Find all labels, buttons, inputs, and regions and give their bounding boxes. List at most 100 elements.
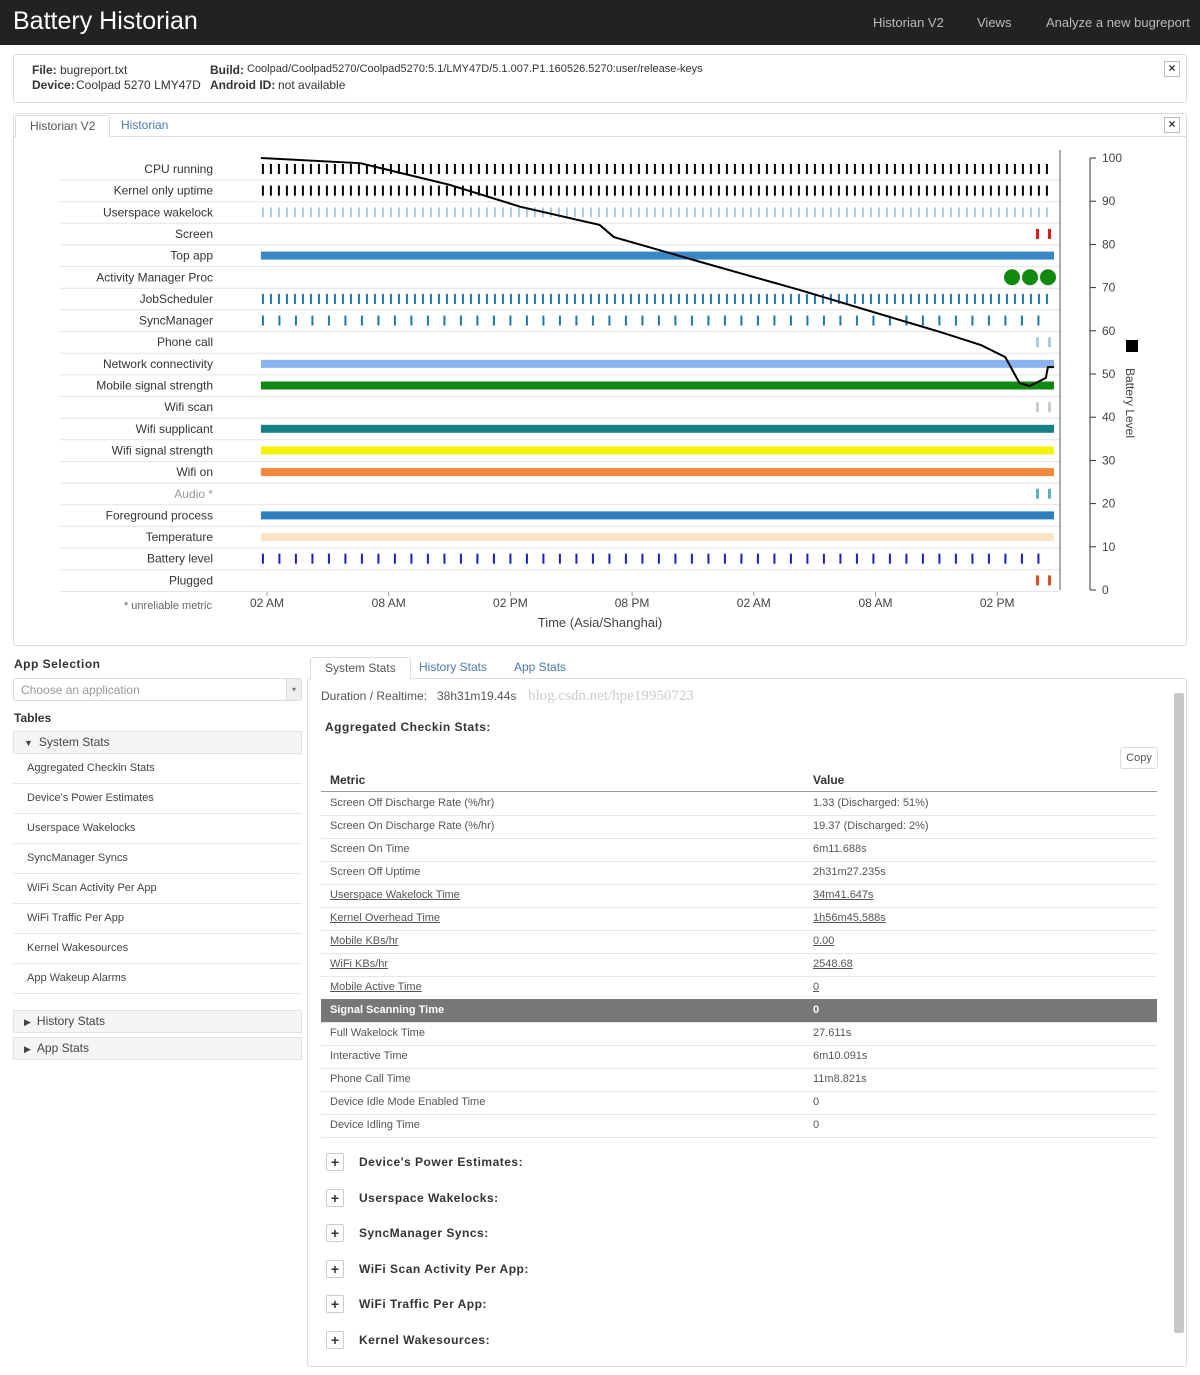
event-tick xyxy=(294,315,297,326)
event-tick xyxy=(773,293,776,304)
event-tick xyxy=(725,293,728,304)
event-tick xyxy=(605,164,608,174)
event-tick xyxy=(357,164,360,174)
event-tick xyxy=(861,185,864,196)
event-tick xyxy=(533,207,536,218)
event-tick xyxy=(822,315,825,326)
stats-tab[interactable]: App Stats xyxy=(514,660,567,674)
nav-link[interactable]: Analyze a new bugreport xyxy=(1046,15,1190,30)
event-tick xyxy=(733,164,736,174)
section-title: Tables xyxy=(14,711,52,725)
event-tick xyxy=(373,185,376,196)
expand-button[interactable]: + xyxy=(326,1259,344,1278)
close-button[interactable]: × xyxy=(1164,61,1180,77)
cell-metric[interactable]: WiFi KBs/hr xyxy=(330,958,389,970)
event-tick xyxy=(605,207,608,218)
event-tick xyxy=(573,207,576,218)
event-tick xyxy=(749,164,752,174)
nav-link[interactable]: Views xyxy=(977,15,1012,30)
table-link[interactable]: App Wakeup Alarms xyxy=(13,963,302,994)
stats-row: Userspace Wakelock Time 34m41.647s xyxy=(321,884,1157,908)
event-tick xyxy=(533,185,536,196)
event-tick xyxy=(973,164,976,174)
table-link[interactable]: Device's Power Estimates xyxy=(13,783,302,814)
event-tick xyxy=(781,164,784,174)
event-tick xyxy=(869,293,872,304)
cell-value[interactable]: 2548.68 xyxy=(813,958,853,970)
event-tick xyxy=(845,207,848,218)
event-tick xyxy=(344,315,347,326)
accordion-header[interactable]: ▶ App Stats xyxy=(13,1037,302,1060)
expand-button[interactable]: + xyxy=(326,1153,344,1171)
event-tick xyxy=(294,553,297,564)
accordion-title: History Stats xyxy=(36,1014,105,1028)
event-tick xyxy=(1021,164,1024,174)
expand-button[interactable]: + xyxy=(326,1224,344,1243)
event-tick xyxy=(413,185,416,196)
event-tick xyxy=(781,293,784,304)
event-tick xyxy=(1013,207,1016,218)
cell-value: 0 xyxy=(813,1004,820,1016)
cell-value[interactable]: 1h56m45.588s xyxy=(813,912,886,924)
expand-button[interactable]: + xyxy=(326,1188,344,1207)
event-tick xyxy=(725,207,728,218)
expand-button[interactable]: + xyxy=(326,1331,344,1349)
event-tick xyxy=(756,553,759,564)
cell-metric[interactable]: Userspace Wakelock Time xyxy=(330,889,460,901)
event-tick xyxy=(845,293,848,304)
event-tick xyxy=(661,164,664,174)
accordion-header[interactable]: ▶ History Stats xyxy=(13,1010,302,1033)
event-tick xyxy=(981,293,984,304)
event-tick xyxy=(821,164,824,174)
table-link[interactable]: SyncManager Syncs xyxy=(13,843,302,874)
expand-button[interactable]: + xyxy=(326,1295,344,1314)
table-link[interactable]: Userspace Wakelocks xyxy=(13,813,302,844)
event-tick xyxy=(949,164,952,174)
cell-value[interactable]: 0.00 xyxy=(813,935,835,947)
table-link[interactable]: Aggregated Checkin Stats xyxy=(13,753,302,784)
chart-tab[interactable]: Historian xyxy=(121,118,169,132)
nav-link[interactable]: Historian V2 xyxy=(873,15,944,30)
event-tick xyxy=(309,207,312,218)
cell-metric[interactable]: Mobile Active Time xyxy=(330,981,422,993)
select-placeholder: Choose an application xyxy=(21,683,140,697)
event-tick xyxy=(981,185,984,196)
event-tick xyxy=(709,185,712,196)
event-tick xyxy=(445,164,448,174)
copy-button[interactable]: Copy xyxy=(1120,747,1158,769)
event-tick xyxy=(509,164,512,174)
stats-row: Device Idling Time 0 xyxy=(321,1114,1157,1138)
table-link[interactable]: WiFi Scan Activity Per App xyxy=(13,873,302,904)
event-tick xyxy=(525,315,528,326)
table-link[interactable]: WiFi Traffic Per App xyxy=(13,903,302,934)
app-select[interactable]: ▾ xyxy=(13,678,302,701)
event-tick xyxy=(971,553,974,564)
close-button[interactable]: × xyxy=(1164,117,1180,133)
cell-value[interactable]: 34m41.647s xyxy=(813,889,874,901)
accordion-header[interactable]: ▼ System Stats xyxy=(13,731,302,754)
table-link[interactable]: Kernel Wakesources xyxy=(13,933,302,964)
event-tick xyxy=(869,164,872,174)
cell-metric: Screen Off Uptime xyxy=(330,866,421,878)
chart-tab[interactable]: Historian V2 xyxy=(15,115,111,138)
event-tick xyxy=(674,553,677,564)
event-tick xyxy=(925,164,928,174)
event-tick xyxy=(741,207,744,218)
row-label: CPU running xyxy=(144,162,213,176)
stats-tab[interactable]: System Stats xyxy=(310,657,411,680)
event-dot xyxy=(1022,269,1038,286)
event-tick xyxy=(261,553,264,564)
event-tick xyxy=(542,553,545,564)
cell-value[interactable]: 0 xyxy=(813,981,820,993)
cell-metric[interactable]: Mobile KBs/hr xyxy=(330,935,399,947)
event-tick xyxy=(717,207,720,218)
event-tick xyxy=(733,207,736,218)
stats-tab[interactable]: History Stats xyxy=(419,660,488,674)
event-tick xyxy=(839,315,842,326)
event-tick xyxy=(325,293,328,304)
event-tick xyxy=(813,293,816,304)
event-tick xyxy=(453,293,456,304)
event-tick xyxy=(981,164,984,174)
event-tick xyxy=(589,293,592,304)
cell-metric[interactable]: Kernel Overhead Time xyxy=(330,912,441,924)
